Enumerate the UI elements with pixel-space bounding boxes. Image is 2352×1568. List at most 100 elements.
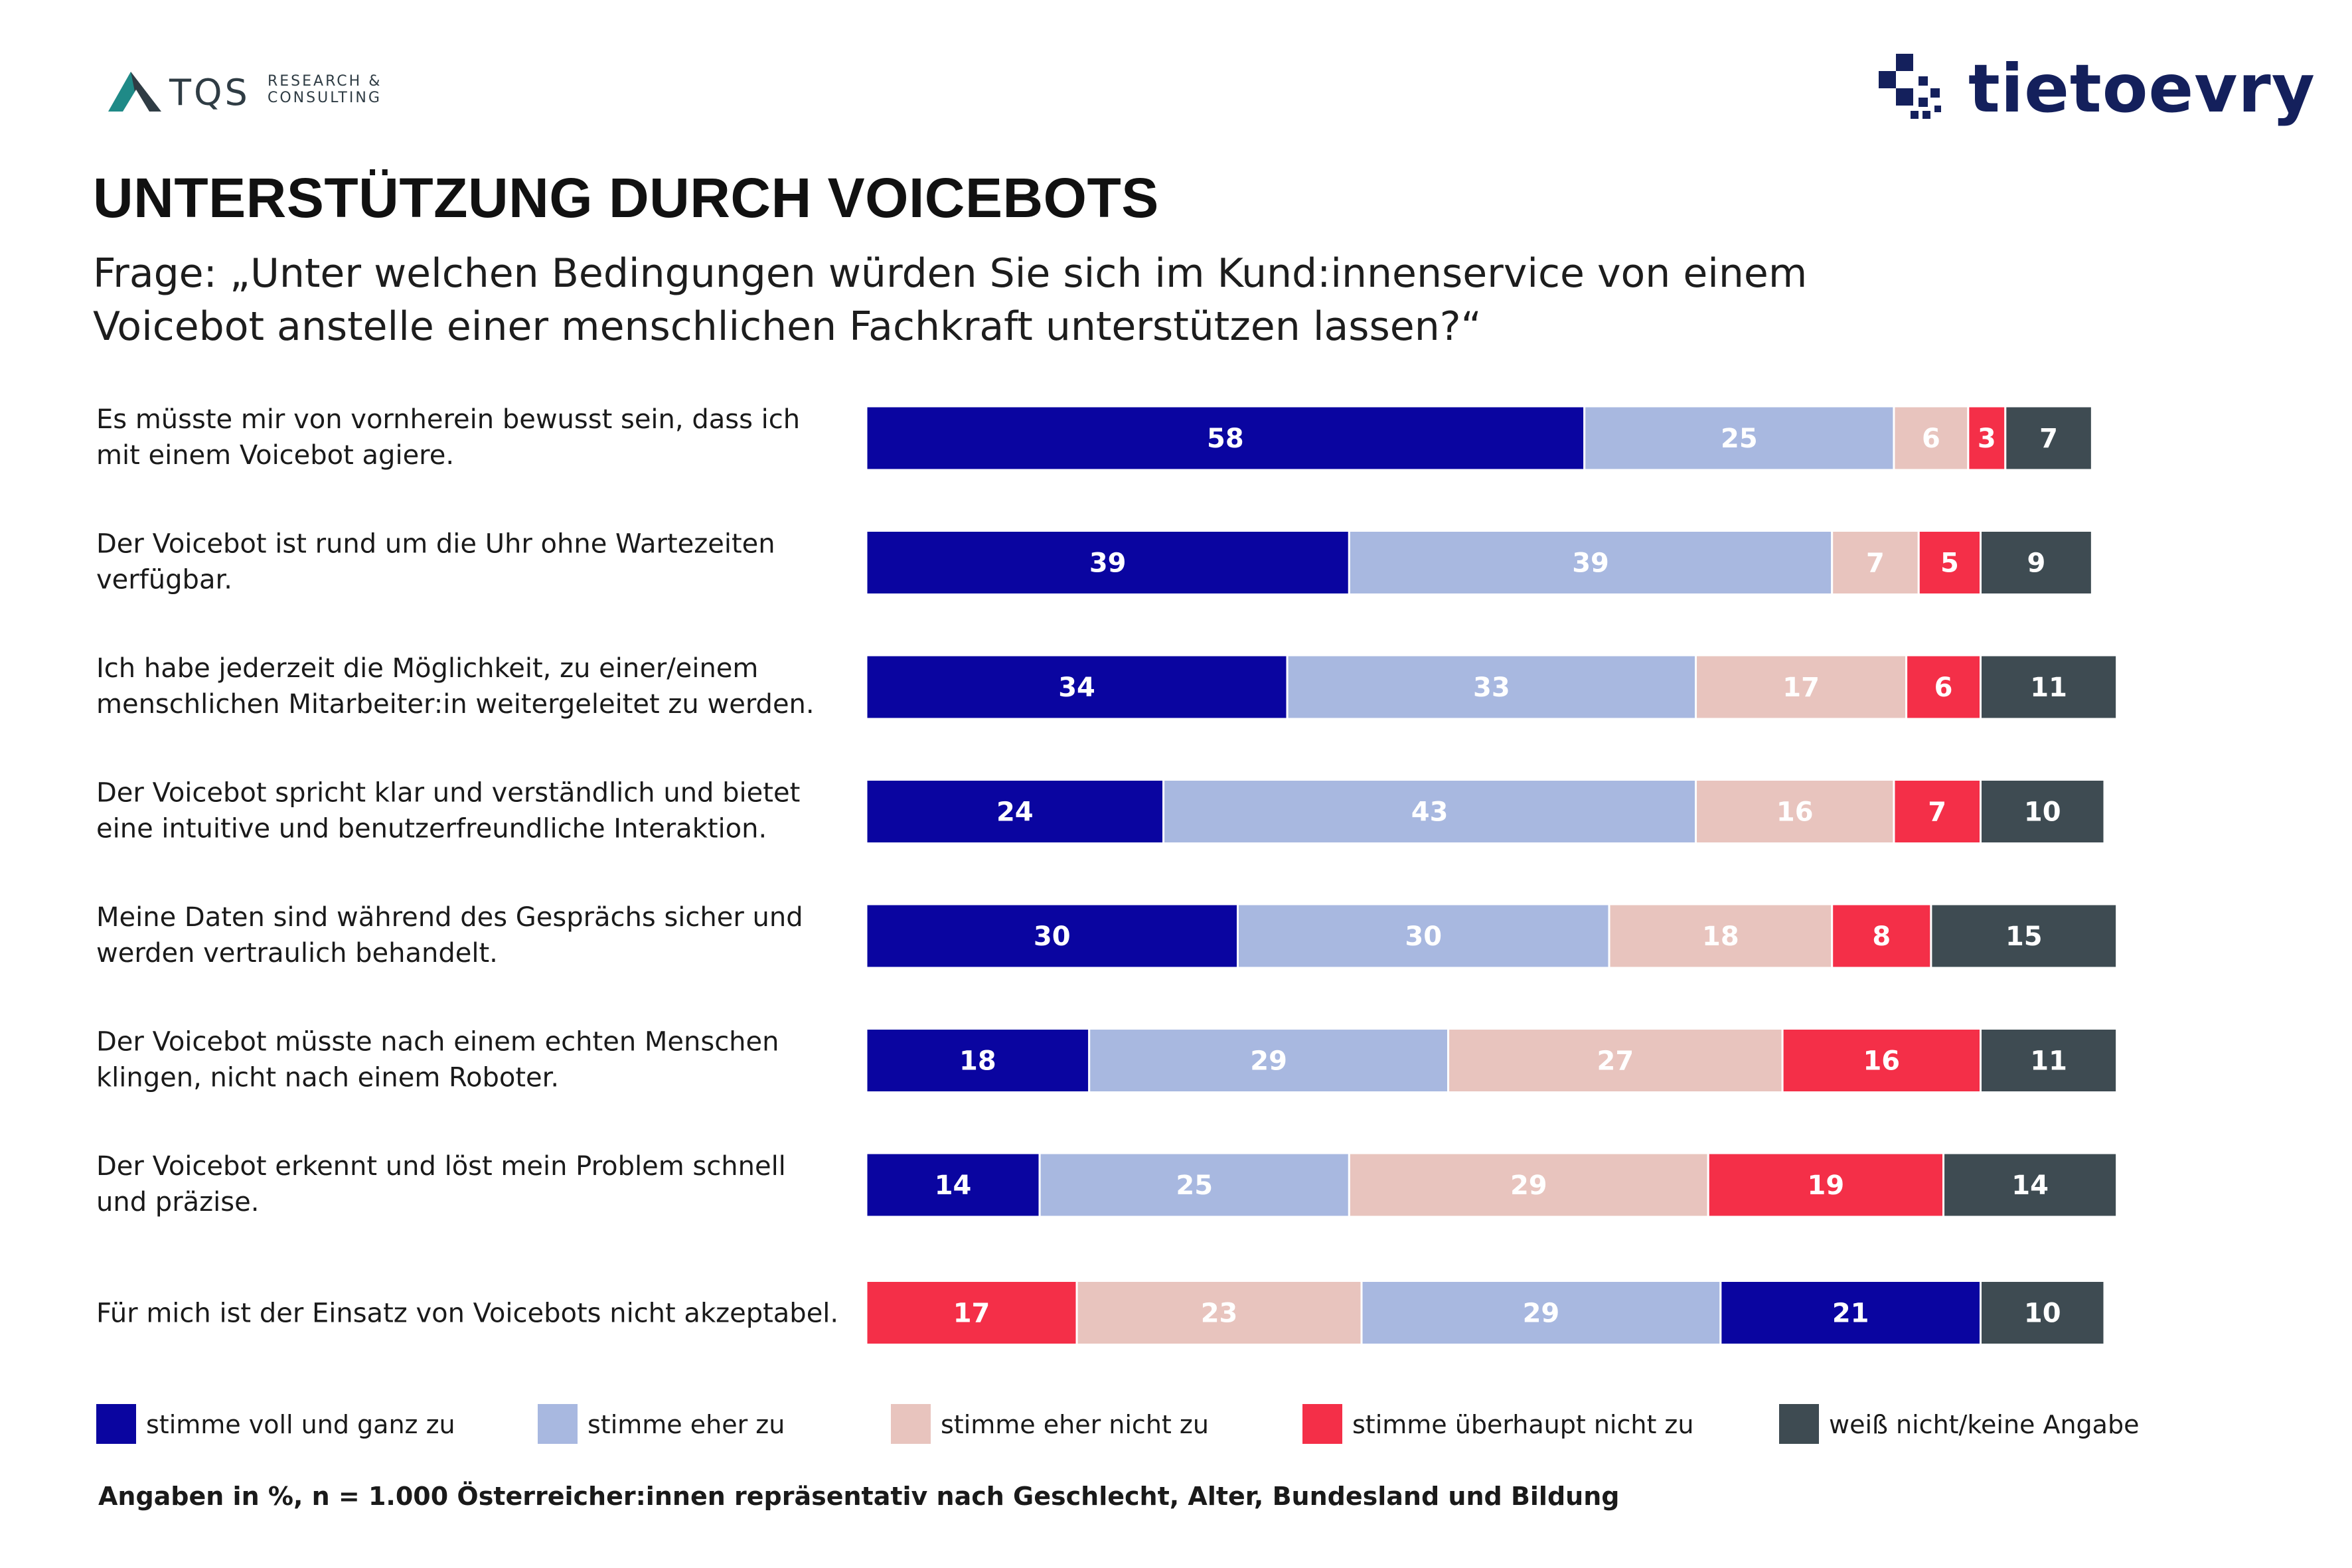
bar-value-label: 21 (1832, 1298, 1869, 1329)
tqs-triangle-icon (108, 72, 161, 112)
category-label: Der Voicebot ist rund um die Uhr ohne Wa… (96, 529, 775, 595)
category-label-line: Der Voicebot spricht klar und verständli… (96, 778, 800, 809)
footnote: Angaben in %, n = 1.000 Österreicher:inn… (98, 1482, 1620, 1511)
bar-value-label: 30 (1405, 921, 1442, 952)
category-label-line: Der Voicebot erkennt und löst mein Probl… (96, 1151, 786, 1182)
bar-segment (865, 1028, 1091, 1093)
bar-segment (1237, 903, 1610, 969)
bar-segment (1831, 530, 1920, 595)
tqs-subtitle-line-2: CONSULTING (268, 90, 382, 106)
bar-segment (1447, 1028, 1784, 1093)
category-label: Für mich ist der Einsatz von Voicebots n… (96, 1298, 838, 1329)
bar-segment (1980, 779, 2106, 844)
bar-segment (865, 654, 1289, 720)
bar-value-label: 10 (2024, 797, 2061, 828)
bar-value-label: 8 (1872, 921, 1891, 952)
category-label-line: eine intuitive und benutzerfreundliche I… (96, 814, 767, 844)
bar-segment (1942, 1152, 2118, 1218)
legend-swatch (1779, 1404, 1819, 1444)
bar-value-label: 29 (1510, 1170, 1547, 1201)
legend: stimme voll und ganz zu stimme eher zu sti… (96, 1404, 2287, 1445)
bar-value-label: 16 (1776, 797, 1814, 828)
bar-segment (1980, 654, 2118, 720)
category-label: Es müsste mir von vornherein bewusst sei… (96, 404, 800, 471)
tqs-wordmark: TQS (169, 72, 250, 114)
bar-segment (1905, 654, 1982, 720)
legend-swatch (891, 1404, 931, 1444)
bar-value-label: 9 (2027, 548, 2046, 579)
bar-value-label: 10 (2024, 1298, 2061, 1329)
bar-value-label: 5 (1940, 548, 1959, 579)
legend-label: stimme überhaupt nicht zu (1352, 1410, 1694, 1439)
bar-segment (1348, 530, 1834, 595)
category-label-line: klingen, nicht nach einem Roboter. (96, 1063, 559, 1093)
bar-value-label: 18 (1702, 921, 1739, 952)
bar-segment (1930, 903, 2118, 969)
category-label-line: verfügbar. (96, 565, 232, 595)
category-label: Ich habe jederzeit die Möglichkeit, zu e… (96, 653, 815, 720)
legend-swatch (1302, 1404, 1342, 1444)
bar-segment (1893, 779, 1982, 844)
tietoevry-logo: tietoevry (1879, 50, 2315, 129)
tqs-logo: TQS RESEARCH & CONSULTING (103, 66, 395, 116)
bar-value-label: 24 (996, 797, 1034, 828)
tietoevry-pixel-icon (1879, 54, 1941, 119)
legend-label: stimme eher zu (588, 1410, 785, 1439)
bar-value-label: 17 (953, 1298, 990, 1329)
bar-value-label: 58 (1207, 424, 1244, 454)
bar-value-label: 30 (1034, 921, 1071, 952)
category-label-line: Ich habe jederzeit die Möglichkeit, zu e… (96, 653, 758, 684)
bar-segment (1075, 1280, 1363, 1346)
bar-segment (2004, 405, 2093, 471)
bar-segment (1695, 654, 1908, 720)
category-label-line: werden vertraulich behandelt. (96, 938, 498, 969)
bar-segment (1980, 530, 2093, 595)
bar-segment (865, 1152, 1041, 1218)
bar-value-label: 7 (1928, 797, 1946, 828)
bar-value-label: 6 (1922, 424, 1940, 454)
category-label-line: Für mich ist der Einsatz von Voicebots n… (96, 1298, 838, 1329)
bar-segment (1980, 1028, 2118, 1093)
bar-segment (1831, 903, 1932, 969)
bar-value-label: 19 (1808, 1170, 1845, 1201)
bar-segment (1583, 405, 1895, 471)
bar-value-label: 25 (1721, 424, 1758, 454)
category-label-line: Der Voicebot ist rund um die Uhr ohne Wa… (96, 529, 775, 560)
category-label-line: menschlichen Mitarbeiter:in weitergeleit… (96, 689, 815, 720)
category-label-line: Meine Daten sind während des Gesprächs s… (96, 902, 803, 933)
category-label: Meine Daten sind während des Gesprächs s… (96, 902, 803, 969)
bar-segment (1608, 903, 1834, 969)
bar-segment (1719, 1280, 1982, 1346)
chart-subtitle: Frage: „Unter welchen Bedingungen würden… (93, 250, 1808, 350)
category-label-line: Es müsste mir von vornherein bewusst sei… (96, 404, 800, 435)
bar-value-label: 29 (1523, 1298, 1560, 1329)
tqs-subtitle: RESEARCH & CONSULTING (268, 73, 382, 106)
legend-label: stimme voll und ganz zu (146, 1410, 455, 1439)
legend-swatch (96, 1404, 136, 1444)
bar-segment (865, 530, 1350, 595)
tqs-subtitle-line-1: RESEARCH & (268, 73, 382, 90)
bar-segment (1917, 530, 1982, 595)
bar-value-label: 27 (1597, 1046, 1634, 1077)
bar-value-label: 23 (1201, 1298, 1238, 1329)
bar-segment (1707, 1152, 1945, 1218)
bar-segment (1781, 1028, 1982, 1093)
bar-value-label: 15 (2005, 921, 2043, 952)
bar-value-label: 7 (2039, 424, 2058, 454)
bar-value-label: 33 (1473, 672, 1510, 703)
bar-value-label: 29 (1250, 1046, 1287, 1077)
tietoevry-wordmark: tietoevry (1968, 50, 2315, 127)
category-label-line: Der Voicebot müsste nach einem echten Me… (96, 1027, 779, 1058)
legend-label: stimme eher nicht zu (941, 1410, 1209, 1439)
category-label: Der Voicebot erkennt und löst mein Probl… (96, 1151, 786, 1217)
category-label: Der Voicebot müsste nach einem echten Me… (96, 1027, 779, 1093)
bar-segment (1348, 1152, 1709, 1218)
bar-value-label: 25 (1176, 1170, 1213, 1201)
bar-value-label: 14 (935, 1170, 972, 1201)
legend-swatch (538, 1404, 578, 1444)
legend-label: weiß nicht/keine Angabe (1829, 1410, 2140, 1439)
bar-value-label: 11 (2030, 1046, 2067, 1077)
chart-title: UNTERSTÜTZUNG DURCH VOICEBOTS (93, 167, 1159, 229)
bar-segment (1360, 1280, 1722, 1346)
